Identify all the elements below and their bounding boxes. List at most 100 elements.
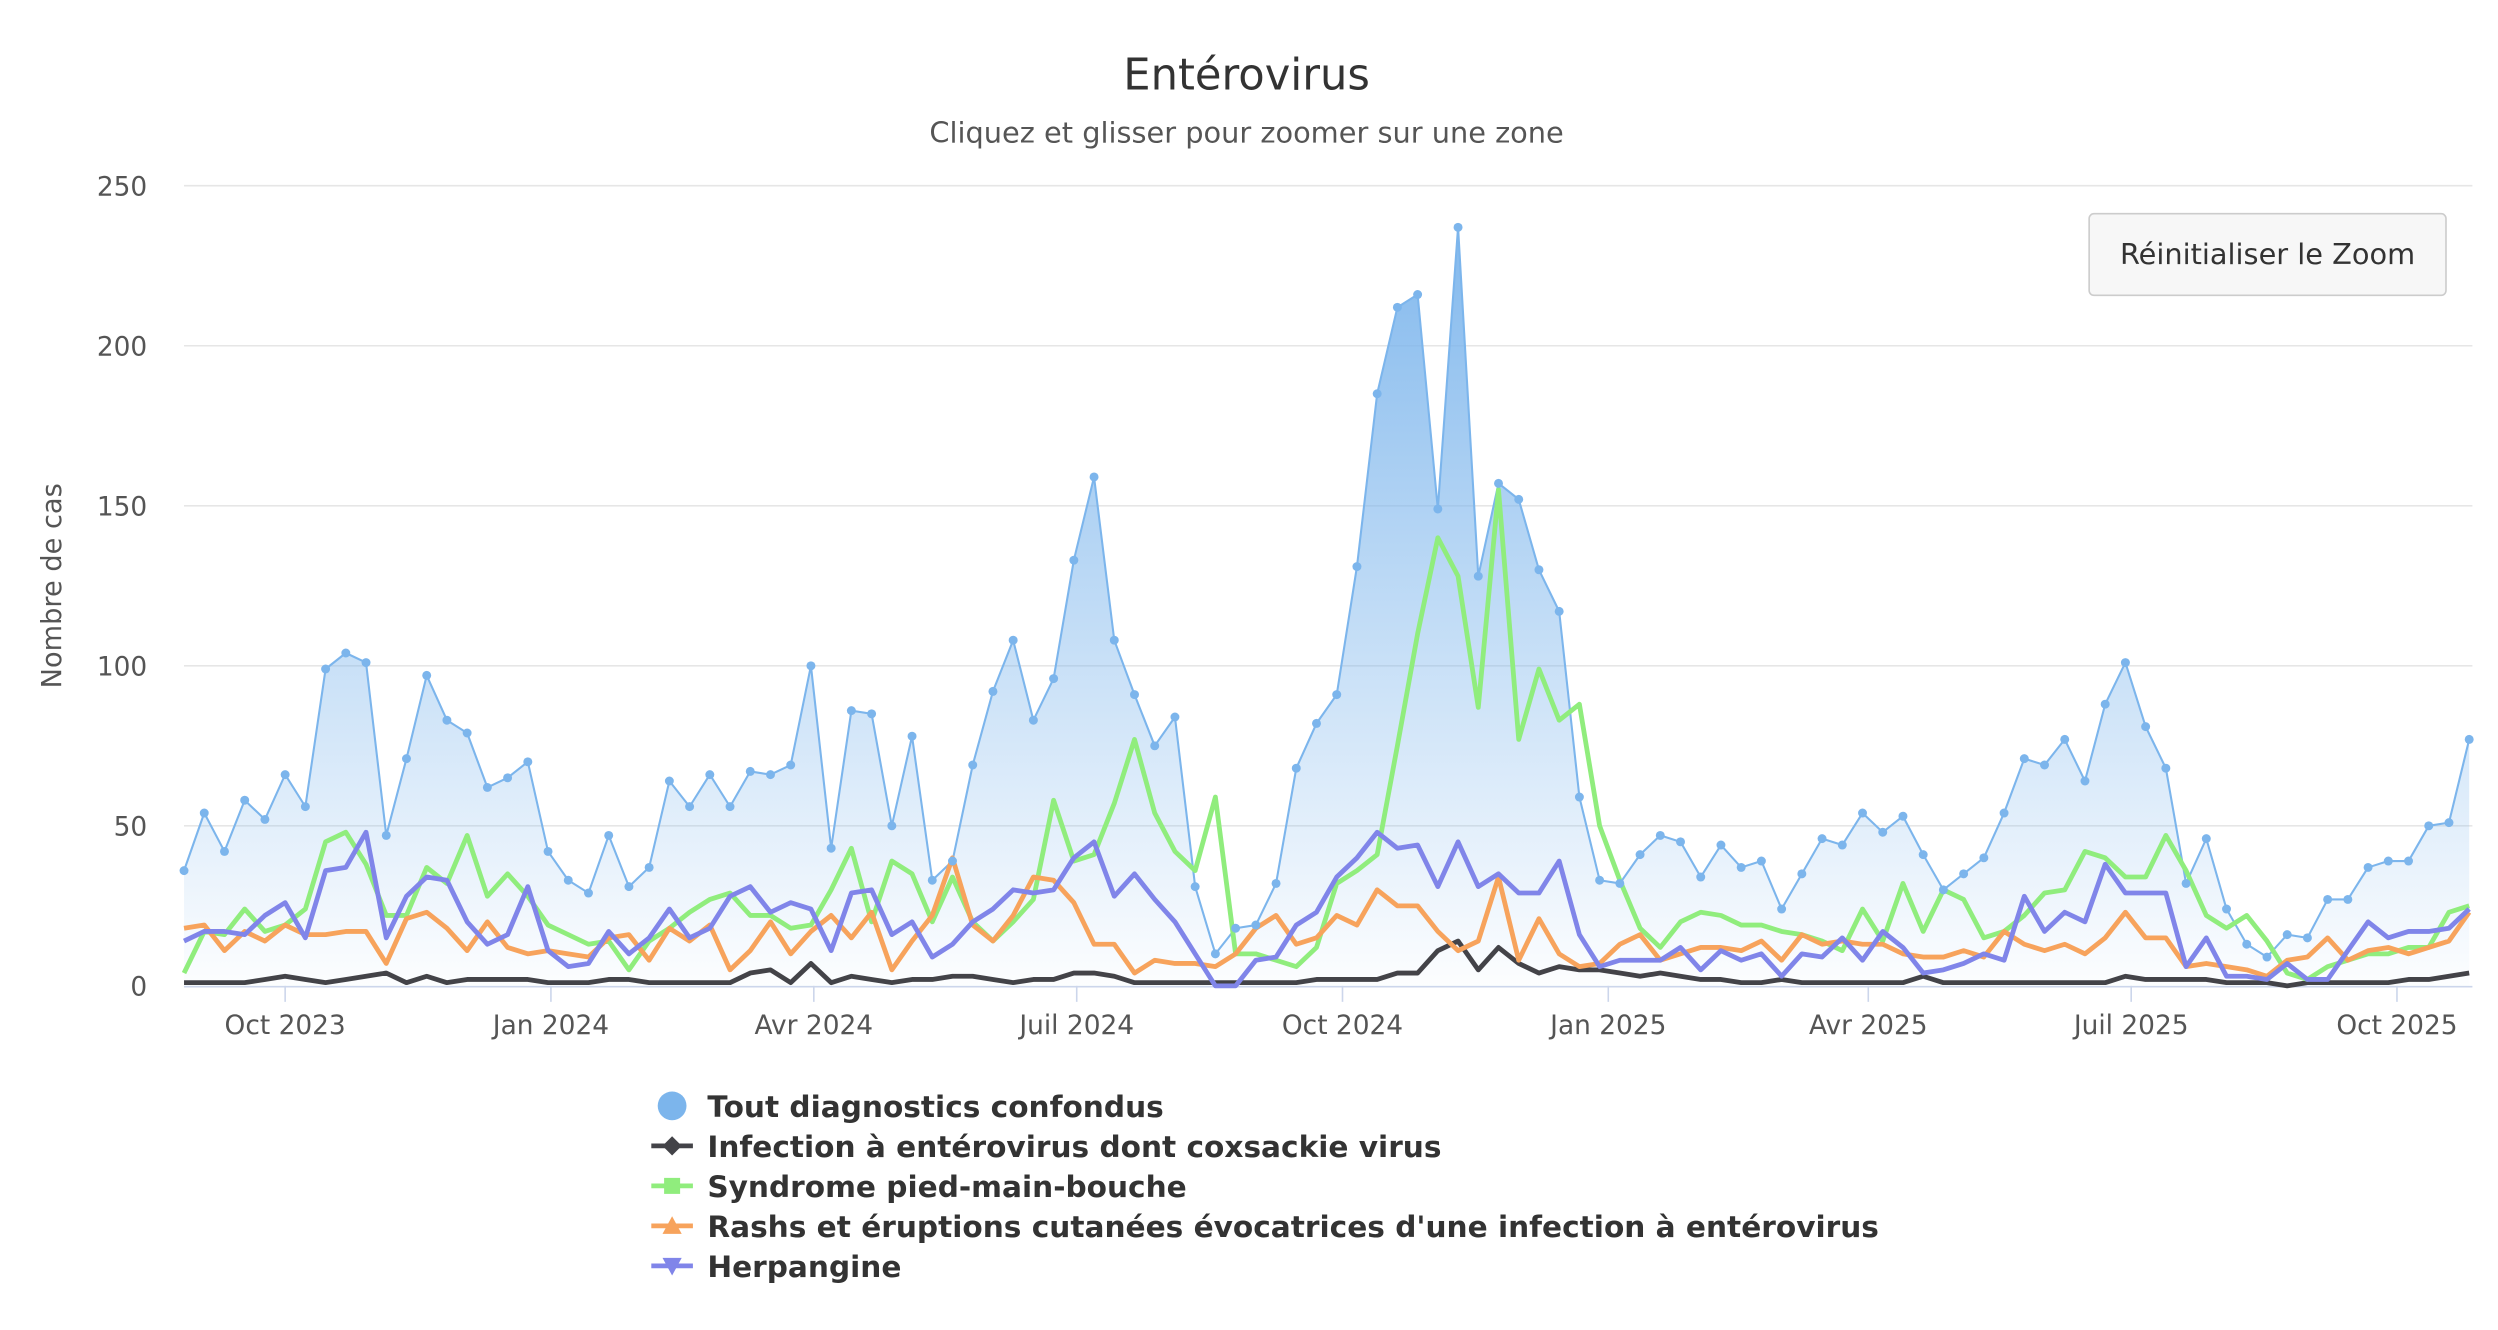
series-line-1[interactable] bbox=[184, 938, 2470, 989]
data-point[interactable] bbox=[745, 766, 755, 776]
data-point[interactable] bbox=[2464, 734, 2474, 744]
data-point[interactable] bbox=[1554, 606, 1564, 616]
data-point[interactable] bbox=[1433, 504, 1443, 514]
data-point[interactable] bbox=[1797, 869, 1807, 879]
data-point[interactable] bbox=[2040, 760, 2049, 770]
data-point[interactable] bbox=[1878, 827, 1888, 837]
data-point[interactable] bbox=[1413, 290, 1423, 300]
data-point[interactable] bbox=[563, 875, 573, 885]
series-line-2[interactable] bbox=[181, 487, 2470, 982]
data-point[interactable] bbox=[1494, 478, 1503, 488]
data-point[interactable] bbox=[584, 888, 593, 898]
data-point[interactable] bbox=[2080, 776, 2090, 786]
data-point[interactable] bbox=[2404, 856, 2414, 866]
data-point[interactable] bbox=[1332, 690, 1342, 700]
data-point[interactable] bbox=[199, 808, 209, 818]
data-point[interactable] bbox=[766, 770, 775, 780]
data-point[interactable] bbox=[1858, 808, 1867, 818]
data-point[interactable] bbox=[1655, 830, 1665, 840]
data-point[interactable] bbox=[341, 648, 351, 658]
data-point[interactable] bbox=[240, 795, 250, 805]
legend-item-1[interactable]: Infection à entérovirus dont coxsackie v… bbox=[651, 1130, 1441, 1164]
data-point[interactable] bbox=[2383, 856, 2393, 866]
data-point[interactable] bbox=[1777, 904, 1787, 914]
data-point[interactable] bbox=[1231, 923, 1241, 933]
data-point[interactable] bbox=[988, 686, 998, 696]
data-point[interactable] bbox=[2242, 939, 2252, 949]
plot-area[interactable] bbox=[179, 222, 2474, 989]
data-point[interactable] bbox=[321, 664, 331, 674]
data-point[interactable] bbox=[482, 782, 492, 792]
data-point[interactable] bbox=[907, 731, 917, 741]
data-point[interactable] bbox=[2343, 894, 2353, 904]
data-point[interactable] bbox=[1008, 635, 1018, 645]
data-point[interactable] bbox=[1049, 674, 1059, 684]
data-point[interactable] bbox=[503, 773, 513, 783]
data-point[interactable] bbox=[1898, 811, 1908, 821]
data-point[interactable] bbox=[1392, 302, 1402, 312]
data-point[interactable] bbox=[1918, 850, 1928, 860]
data-point[interactable] bbox=[1453, 222, 1463, 232]
data-point[interactable] bbox=[948, 856, 957, 866]
data-point[interactable] bbox=[1028, 715, 1038, 725]
data-point[interactable] bbox=[2282, 930, 2292, 940]
data-point[interactable] bbox=[1534, 565, 1544, 575]
data-point[interactable] bbox=[1312, 718, 1321, 728]
data-point[interactable] bbox=[1190, 882, 1200, 892]
data-point[interactable] bbox=[361, 658, 371, 668]
data-point[interactable] bbox=[705, 770, 715, 780]
reset-zoom-label[interactable]: Réinitialiser le Zoom bbox=[2120, 237, 2415, 271]
data-point[interactable] bbox=[786, 760, 796, 770]
data-point[interactable] bbox=[1210, 949, 1220, 959]
data-point[interactable] bbox=[1676, 837, 1685, 847]
data-point[interactable] bbox=[1251, 920, 1261, 930]
data-point[interactable] bbox=[401, 754, 411, 764]
data-point[interactable] bbox=[2222, 904, 2232, 914]
legend-item-4[interactable]: Herpangine bbox=[651, 1250, 901, 1284]
data-point[interactable] bbox=[1271, 878, 1281, 888]
data-point[interactable] bbox=[867, 709, 877, 719]
data-point[interactable] bbox=[1716, 840, 1726, 850]
data-point[interactable] bbox=[826, 843, 836, 853]
data-point[interactable] bbox=[968, 760, 978, 770]
data-point[interactable] bbox=[280, 770, 290, 780]
data-point[interactable] bbox=[1999, 808, 2009, 818]
data-point[interactable] bbox=[2201, 834, 2211, 844]
data-point[interactable] bbox=[2120, 658, 2130, 668]
data-point[interactable] bbox=[725, 802, 735, 812]
data-point[interactable] bbox=[1595, 875, 1605, 885]
data-point[interactable] bbox=[2181, 878, 2191, 888]
data-point[interactable] bbox=[887, 821, 897, 831]
data-point[interactable] bbox=[1291, 763, 1301, 773]
data-point[interactable] bbox=[1696, 872, 1706, 882]
data-point[interactable] bbox=[300, 802, 310, 812]
data-point[interactable] bbox=[2302, 933, 2312, 943]
data-point[interactable] bbox=[179, 866, 189, 876]
data-point[interactable] bbox=[1756, 856, 1766, 866]
data-point[interactable] bbox=[624, 882, 634, 892]
data-point[interactable] bbox=[1170, 712, 1180, 722]
data-point[interactable] bbox=[806, 661, 816, 671]
data-point[interactable] bbox=[462, 728, 472, 738]
data-point[interactable] bbox=[2262, 952, 2272, 962]
data-point[interactable] bbox=[1938, 885, 1948, 895]
data-point[interactable] bbox=[927, 875, 937, 885]
data-point[interactable] bbox=[1574, 792, 1584, 802]
data-point[interactable] bbox=[846, 706, 856, 716]
data-point[interactable] bbox=[523, 757, 533, 767]
data-point[interactable] bbox=[1372, 389, 1382, 399]
data-point[interactable] bbox=[1473, 571, 1483, 581]
data-point[interactable] bbox=[442, 715, 452, 725]
data-point[interactable] bbox=[2444, 818, 2454, 828]
data-point[interactable] bbox=[644, 862, 654, 872]
data-point[interactable] bbox=[543, 846, 553, 856]
data-point[interactable] bbox=[1109, 635, 1119, 645]
data-point[interactable] bbox=[664, 776, 674, 786]
data-point[interactable] bbox=[1959, 869, 1969, 879]
series-line-4[interactable] bbox=[182, 829, 2471, 989]
data-point[interactable] bbox=[1817, 834, 1827, 844]
data-point[interactable] bbox=[604, 830, 614, 840]
data-point[interactable] bbox=[1979, 853, 1989, 863]
data-point[interactable] bbox=[219, 846, 229, 856]
data-point[interactable] bbox=[2141, 722, 2151, 732]
